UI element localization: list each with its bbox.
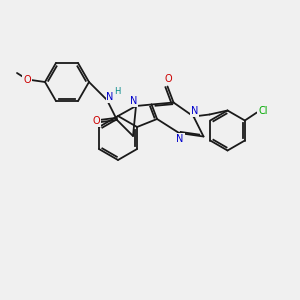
Text: H: H xyxy=(114,88,120,97)
Text: O: O xyxy=(23,75,31,85)
Text: N: N xyxy=(130,96,138,106)
Text: O: O xyxy=(165,74,172,85)
Text: N: N xyxy=(176,134,184,144)
Text: N: N xyxy=(191,106,198,116)
Text: N: N xyxy=(106,92,114,102)
Text: O: O xyxy=(92,116,100,126)
Text: Cl: Cl xyxy=(258,106,268,116)
